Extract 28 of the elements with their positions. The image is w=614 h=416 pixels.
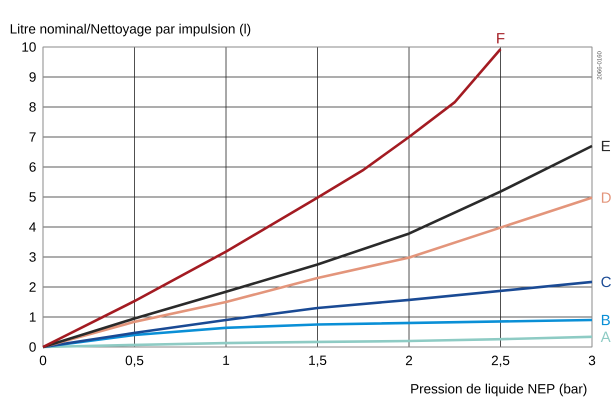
y-tick-label: 9 [29,72,36,82]
y-tick-label: 7 [30,132,36,142]
x-tick-label: 2,5 [492,356,510,367]
line-series [42,336,594,348]
line-series [42,48,502,348]
x-tick-label: 0,5 [126,356,144,367]
y-tick-label: 0 [29,342,36,352]
x-tick-label: 0 [40,356,46,366]
x-tick-label: 2 [406,356,412,366]
x-tick-label: 1 [223,356,230,365]
series-label: B [602,314,610,326]
series-label: D [602,192,611,203]
y-tick-label: 10 [22,42,36,52]
x-tick-label: 3 [588,356,596,366]
y-tick-label: 5 [29,192,36,202]
x-axis-title: Pression de liquide NEP (bar) [411,384,586,396]
y-axis-title: Litre nominal/Nettoyage par impulsion (l) [10,24,250,36]
y-tick-label: 4 [29,222,36,232]
y-tick-label: 8 [29,102,36,112]
series-label: E [602,140,610,152]
y-tick-label: 3 [29,252,36,262]
series-label: C [601,276,611,288]
x-tick-label: 1,5 [309,356,326,367]
y-tick-label: 2 [30,282,36,292]
y-tick-label: 6 [30,162,36,172]
series-label: F [497,33,504,44]
series-label: A [600,332,611,342]
y-tick-label: 1 [30,312,36,322]
